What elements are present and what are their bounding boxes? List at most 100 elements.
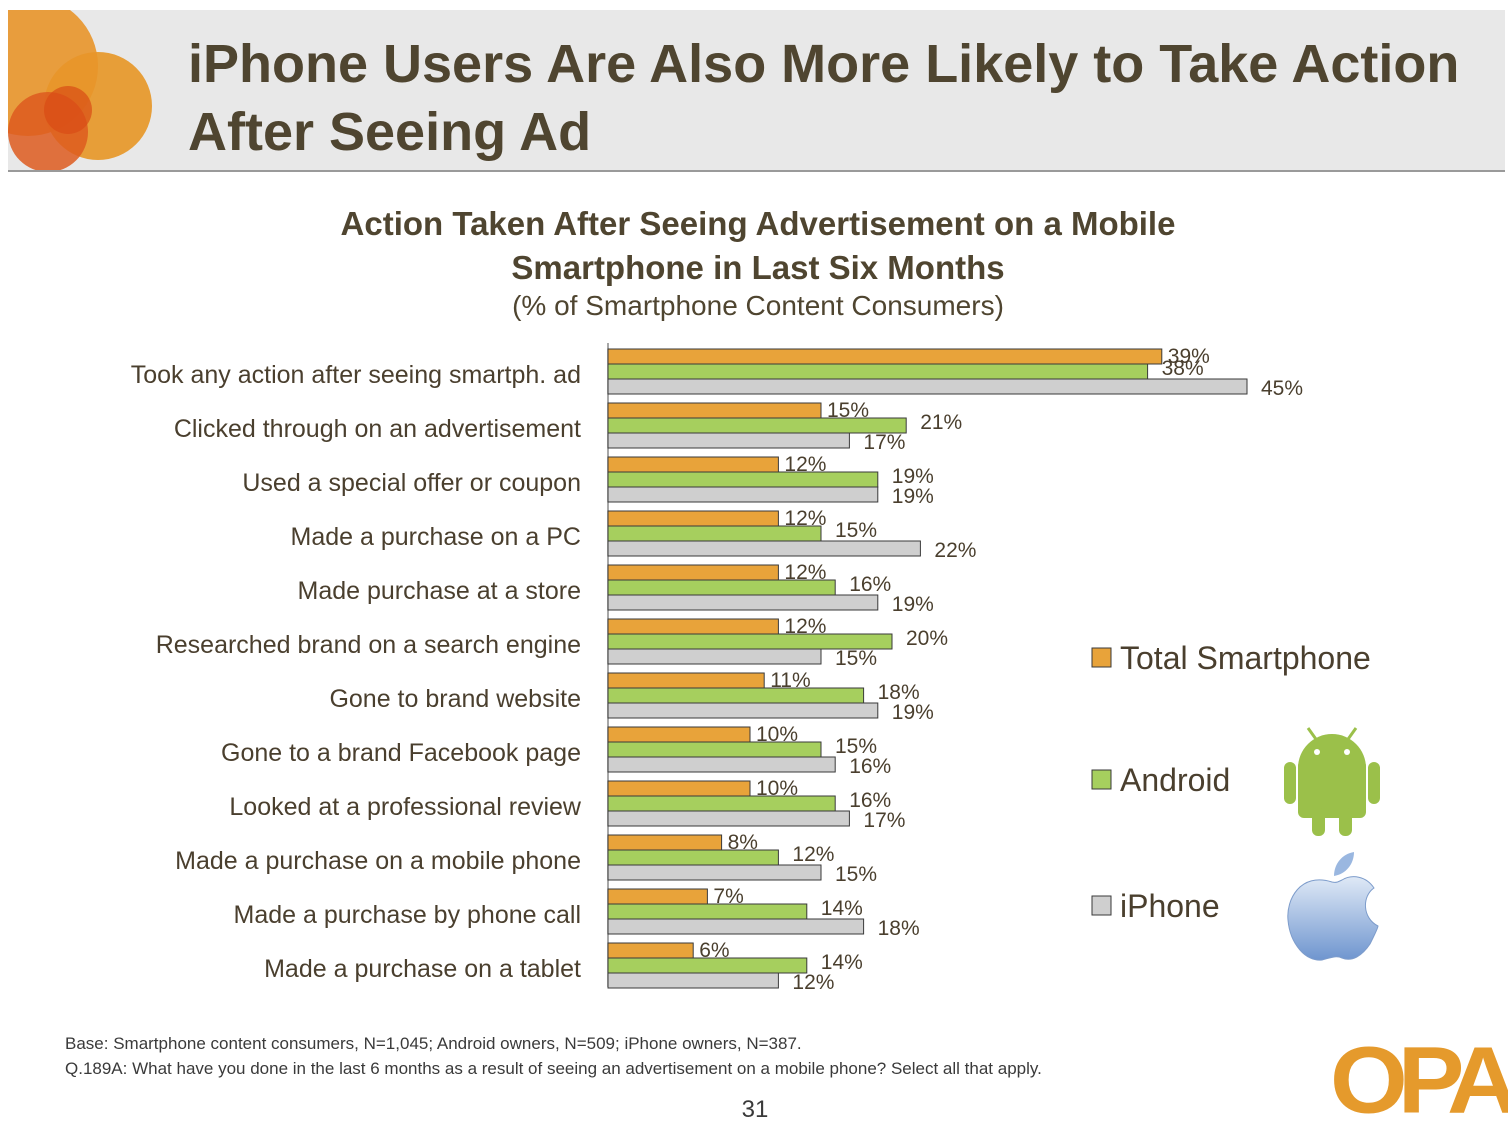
category-label: Made purchase at a store — [298, 577, 582, 605]
data-label: 19% — [892, 465, 934, 488]
category-label: Researched brand on a search engine — [156, 631, 581, 659]
legend-swatch — [1091, 895, 1112, 916]
data-label: 45% — [1261, 377, 1303, 400]
category-label: Made a purchase on a mobile phone — [175, 847, 581, 875]
bar-total-smartphone — [607, 456, 779, 473]
data-label: 17% — [863, 809, 905, 832]
bar-total-smartphone — [607, 888, 708, 905]
bar-android — [607, 849, 779, 866]
category-label: Took any action after seeing smartph. ad — [131, 361, 581, 389]
legend-swatch — [1091, 769, 1112, 790]
bar-total-smartphone — [607, 834, 723, 851]
orange-circles-logo-icon — [8, 10, 152, 170]
data-label: 16% — [849, 789, 891, 812]
data-label: 14% — [821, 897, 863, 920]
bar-iphone — [607, 540, 921, 557]
bar-total-smartphone — [607, 564, 779, 581]
legend-label: Total Smartphone — [1120, 640, 1371, 676]
data-label: 15% — [835, 519, 877, 542]
data-label: 7% — [713, 885, 743, 908]
page-number: 31 — [741, 1096, 769, 1123]
data-label: 38% — [1162, 357, 1204, 380]
title-underline — [8, 170, 1505, 172]
bar-android — [607, 957, 808, 974]
bar-iphone — [607, 486, 879, 503]
bar-iphone — [607, 702, 879, 719]
bar-android — [607, 795, 836, 812]
bar-android — [607, 525, 822, 542]
bar-android — [607, 579, 836, 596]
bar-total-smartphone — [607, 672, 765, 689]
bar-total-smartphone — [607, 348, 1163, 365]
data-label: 20% — [906, 627, 948, 650]
bar-total-smartphone — [607, 618, 779, 635]
bar-android — [607, 741, 822, 758]
footnote-base: Base: Smartphone content consumers, N=1,… — [65, 1034, 802, 1053]
opa-logo: OPA — [1330, 1026, 1508, 1134]
data-label: 14% — [821, 951, 863, 974]
bar-iphone — [607, 972, 779, 989]
data-label: 15% — [835, 863, 877, 886]
data-label: 18% — [878, 681, 920, 704]
data-label: 15% — [827, 399, 869, 422]
data-label: 10% — [756, 723, 798, 746]
bar-android — [607, 471, 879, 488]
apple-logo-icon — [1287, 852, 1379, 961]
legend-label: iPhone — [1120, 888, 1220, 924]
category-label: Gone to a brand Facebook page — [221, 739, 581, 767]
footnote-question: Q.189A: What have you done in the last 6… — [65, 1059, 1042, 1078]
bar-iphone — [607, 378, 1248, 395]
category-label: Used a special offer or coupon — [242, 469, 581, 497]
category-label: Gone to brand website — [329, 685, 581, 713]
data-label: 16% — [849, 755, 891, 778]
legend-swatch — [1091, 647, 1112, 668]
bar-iphone — [607, 810, 850, 827]
data-label: 12% — [784, 453, 826, 476]
data-label: 15% — [835, 647, 877, 670]
data-label: 12% — [792, 971, 834, 994]
android-robot-icon — [1284, 727, 1380, 836]
title-banner — [8, 10, 1505, 170]
data-label: 17% — [863, 431, 905, 454]
data-label: 12% — [792, 843, 834, 866]
chart-subtitle: (% of Smartphone Content Consumers) — [512, 290, 1004, 321]
data-label: 21% — [920, 411, 962, 434]
category-label: Clicked through on an advertisement — [174, 415, 581, 443]
data-label: 19% — [892, 485, 934, 508]
data-label: 19% — [892, 593, 934, 616]
bar-total-smartphone — [607, 726, 751, 743]
bar-android — [607, 417, 907, 434]
data-label: 39% — [1168, 345, 1210, 368]
bar-iphone — [607, 864, 822, 881]
legend-label: Android — [1120, 762, 1230, 798]
data-label: 6% — [699, 939, 729, 962]
category-label: Looked at a professional review — [229, 793, 582, 821]
data-label: 10% — [756, 777, 798, 800]
bar-android — [607, 903, 808, 920]
data-label: 19% — [892, 701, 934, 724]
category-label: Made a purchase by phone call — [234, 901, 581, 929]
bar-total-smartphone — [607, 510, 779, 527]
data-label: 15% — [835, 735, 877, 758]
bar-total-smartphone — [607, 942, 694, 959]
bar-iphone — [607, 594, 879, 611]
data-label: 12% — [784, 561, 826, 584]
category-label: Made a purchase on a tablet — [264, 955, 581, 983]
bar-iphone — [607, 648, 822, 665]
data-label: 12% — [784, 507, 826, 530]
data-label: 12% — [784, 615, 826, 638]
data-label: 11% — [770, 669, 810, 692]
bar-total-smartphone — [607, 402, 822, 419]
data-label: 16% — [849, 573, 891, 596]
bar-iphone — [607, 432, 850, 449]
bar-iphone — [607, 918, 865, 935]
bar-iphone — [607, 756, 836, 773]
data-label: 18% — [878, 917, 920, 940]
category-label: Made a purchase on a PC — [291, 523, 581, 551]
bar-android — [607, 363, 1149, 380]
chart-title: Action Taken After Seeing Advertisement … — [340, 205, 1176, 286]
bar-total-smartphone — [607, 780, 751, 797]
bar-android — [607, 687, 865, 704]
data-label: 8% — [728, 831, 758, 854]
